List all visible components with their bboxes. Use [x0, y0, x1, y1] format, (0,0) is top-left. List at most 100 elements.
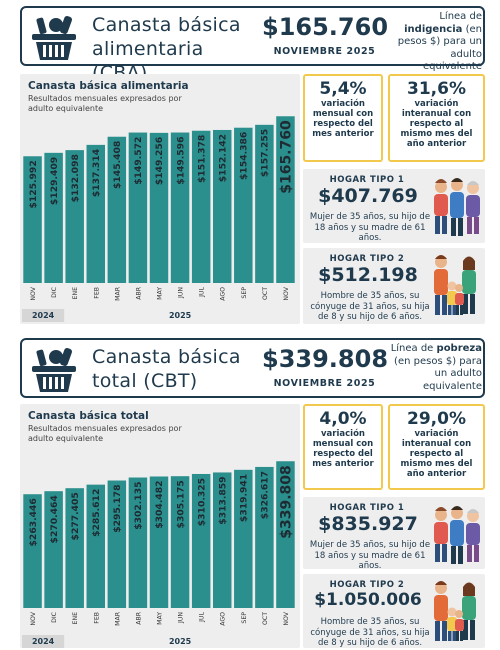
- tick-label: ENE: [72, 287, 79, 300]
- bar: [23, 156, 42, 283]
- bar: [65, 150, 84, 283]
- tick-label: DIC: [51, 612, 58, 623]
- data-label: $339.808: [278, 465, 294, 539]
- tick-label: NOV: [30, 611, 37, 625]
- data-label: $302.135: [133, 482, 144, 530]
- bar: [149, 132, 169, 283]
- cbt-yearly-variation: 29,0% variación interanual con respecto …: [388, 404, 485, 490]
- data-label: $149.256: [154, 137, 165, 185]
- bar: [65, 488, 84, 608]
- tick-label: JUL: [199, 286, 206, 297]
- tick-label: FEB: [93, 287, 100, 299]
- tick-label: MAY: [157, 287, 164, 300]
- tick-label: MAR: [114, 286, 121, 301]
- cba-hogar1-desc: Mujer de 35 años, su hijo de 18 años y s…: [309, 212, 431, 243]
- cbt-note-pre: Línea de: [390, 343, 434, 354]
- bar: [234, 127, 253, 284]
- cba-hogar2-amount: $512.198: [318, 264, 418, 286]
- cba-title: Canasta básica alimentaria (CBA): [92, 14, 241, 84]
- tick-label: FEB: [93, 612, 100, 624]
- bar: [255, 466, 274, 608]
- cbt-yearly-value: 29,0%: [407, 409, 466, 429]
- data-label: $152.142: [217, 134, 228, 182]
- data-label: $165.760: [278, 120, 294, 194]
- family-three-icon: [434, 178, 480, 236]
- bar: [128, 132, 148, 283]
- tick-label: MAY: [157, 612, 164, 625]
- cba-hogar1-title: HOGAR TIPO 1: [329, 175, 405, 185]
- cba-amount: $165.760: [262, 13, 389, 41]
- data-label: $154.386: [239, 132, 250, 180]
- cba-note: Línea de indigencia (en pesos $) para un…: [390, 11, 482, 74]
- cbt-note-bold: pobreza: [436, 343, 482, 354]
- cbt-hogar1-amount: $835.927: [318, 513, 418, 535]
- data-label: $310.325: [196, 478, 207, 526]
- tick-label: AGO: [220, 612, 227, 626]
- cbt-monthly-label: variación mensual con respecto del mes a…: [312, 429, 374, 469]
- cbt-bar-chart: $263.446 NOV $270.464 DIC $277.405 ENE $285.61…: [22, 461, 295, 648]
- tick-label: JUN: [178, 612, 185, 624]
- data-label: $270.464: [49, 495, 60, 543]
- cbt-title: Canasta básica total (CBT): [92, 346, 241, 392]
- cbt-note-post: (en pesos $) para un adulto equivalente: [394, 355, 482, 392]
- cba-hogar2-title: HOGAR TIPO 2: [329, 254, 405, 264]
- cba-hogar2-desc: Hombre de 35 años, su cónyuge de 31 años…: [310, 291, 430, 322]
- data-label: $149.572: [133, 137, 144, 185]
- cbt-monthly-value: 4,0%: [319, 409, 367, 429]
- tick-label: JUN: [178, 287, 185, 299]
- tick-label: ABR: [135, 611, 142, 624]
- cba-period: NOVIEMBRE 2025: [273, 46, 376, 57]
- family-three-icon: [434, 506, 480, 564]
- bar: [107, 480, 127, 608]
- cba-chart-title: Canasta básica alimentaria: [28, 80, 189, 92]
- data-label: $137.314: [91, 149, 102, 197]
- cba-bar-chart: $125.992 NOV $129.409 DIC $132.098 ENE $137.31…: [22, 116, 295, 322]
- bar: [86, 484, 106, 608]
- cba-yearly-label: variación interanual con respecto al mis…: [400, 99, 473, 149]
- cba-note-bold: indigencia: [404, 23, 463, 35]
- data-label: $132.098: [70, 154, 81, 202]
- data-label: $326.617: [260, 471, 271, 519]
- cbt-header: Canasta básica total (CBT) $339.808 NOVI…: [20, 338, 485, 398]
- data-label: $295.178: [112, 485, 123, 533]
- year-band: [22, 635, 65, 648]
- basket-icon: [32, 348, 76, 392]
- cbt-amount: $339.808: [262, 345, 389, 373]
- cba-header: Canasta básica alimentaria (CBA) $165.76…: [20, 6, 485, 84]
- bar: [44, 152, 63, 283]
- bar: [276, 461, 295, 608]
- data-label: $305.175: [175, 480, 186, 528]
- bar: [86, 144, 106, 283]
- data-label: $145.408: [112, 141, 123, 189]
- year-label: 2025: [169, 311, 192, 320]
- cba-chart-panel: $125.992 NOV $129.409 DIC $132.098 ENE $137.31…: [20, 74, 300, 324]
- bar: [255, 124, 274, 283]
- tick-label: SEP: [241, 287, 248, 299]
- tick-label: OCT: [262, 612, 269, 625]
- cbt-hogar1-desc: Mujer de 35 años, su hijo de 18 años y s…: [309, 540, 431, 571]
- tick-label: JUL: [199, 611, 206, 622]
- data-label: $277.405: [70, 492, 81, 540]
- cbt-hogar2-title: HOGAR TIPO 2: [329, 580, 405, 590]
- cba-hogar-1: HOGAR TIPO 1 $407.769 Mujer de 35 años, …: [303, 169, 485, 243]
- data-label: $151.378: [196, 135, 207, 183]
- tick-label: NOV: [283, 286, 290, 300]
- cbt-hogar-2: HOGAR TIPO 2 $1.050.006 Hombre de 35 año…: [303, 574, 485, 648]
- tick-label: NOV: [283, 611, 290, 625]
- tick-label: DIC: [51, 287, 58, 298]
- bar: [23, 494, 42, 608]
- data-label: $285.612: [91, 489, 102, 537]
- cba-yearly-variation: 31,6% variación interanual con respecto …: [388, 74, 485, 162]
- data-label: $263.446: [28, 498, 39, 546]
- cba-note-post: (en pesos $) para un adulto equivalente: [397, 23, 482, 73]
- bar: [212, 129, 232, 283]
- bar: [107, 136, 127, 283]
- bar: [44, 491, 63, 608]
- data-label: $313.859: [217, 476, 228, 524]
- family-four-icon: [434, 581, 476, 641]
- cba-hogar-2: HOGAR TIPO 2 $512.198 Hombre de 35 años,…: [303, 248, 485, 324]
- cbt-hogar-1: HOGAR TIPO 1 $835.927 Mujer de 35 años, …: [303, 497, 485, 571]
- bar: [191, 130, 211, 283]
- cbt-monthly-variation: 4,0% variación mensual con respecto del …: [303, 404, 383, 490]
- data-label: $129.409: [49, 157, 60, 205]
